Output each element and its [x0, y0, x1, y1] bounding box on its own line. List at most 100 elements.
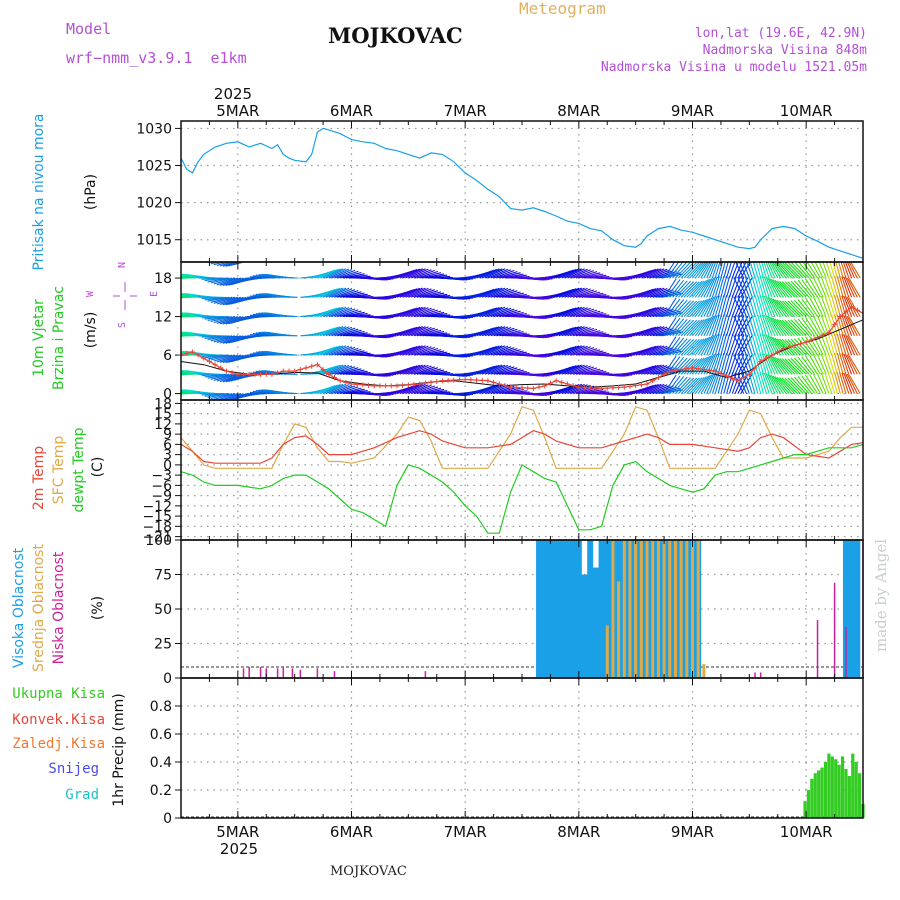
wind-barb — [484, 364, 506, 375]
wind-barb — [275, 353, 298, 356]
wind-speed-marker — [411, 381, 417, 387]
wind-barb — [741, 353, 750, 375]
wind-barb — [556, 250, 576, 259]
wind-barb — [275, 334, 298, 337]
wind-barb — [704, 239, 714, 259]
wind-barb — [714, 295, 723, 317]
footer-station: MOJKOVAC — [330, 864, 407, 879]
wind-barb — [784, 281, 801, 298]
wind-barb — [406, 250, 426, 259]
y-tick-label: 1020 — [136, 196, 172, 212]
wind-barb — [413, 385, 435, 395]
wind-barb — [774, 376, 790, 394]
wind-barb — [751, 295, 759, 317]
wind-barb — [728, 262, 736, 279]
wind-barb — [508, 257, 530, 259]
wind-barb — [652, 327, 674, 337]
wind-barb — [812, 296, 824, 317]
wind-barb — [337, 270, 359, 279]
wind-barb — [758, 262, 765, 279]
wind-barb — [769, 355, 782, 375]
wind-barb — [653, 251, 674, 258]
wind-barb — [765, 373, 776, 394]
wind-barb — [413, 346, 435, 356]
wind-barb — [403, 250, 423, 259]
precip-legend-item: Snijeg — [48, 761, 99, 777]
wind-barb — [843, 334, 853, 356]
wind-barb — [331, 288, 353, 298]
wind-barb — [816, 276, 827, 298]
precip-bar — [837, 764, 841, 818]
wind-barb — [474, 251, 495, 259]
wind-barb — [836, 295, 844, 317]
wind-barb — [394, 251, 415, 259]
precip-bar — [857, 773, 862, 818]
wind-barb — [422, 273, 445, 279]
wind-barb — [564, 306, 585, 318]
wind-barb — [737, 335, 749, 356]
wind-barb — [771, 240, 783, 258]
cloud-bar — [639, 540, 643, 678]
wind-barb — [818, 262, 827, 279]
wind-speed-marker — [275, 370, 281, 376]
wind-speed-marker — [559, 379, 565, 385]
compass-rose: N W E S — [85, 262, 160, 328]
wind-barb — [488, 250, 508, 259]
wind-barb — [275, 276, 298, 279]
wind-barb — [775, 242, 789, 259]
wind-barb — [216, 335, 238, 344]
wind-barb — [501, 388, 524, 395]
wind-barb — [638, 345, 659, 356]
wind-barb — [703, 296, 715, 317]
wind-barb — [213, 262, 226, 266]
wind-barb — [204, 335, 227, 339]
wind-speed-marker — [354, 381, 360, 387]
wind-barb — [787, 281, 804, 298]
wind-speed-marker — [258, 371, 264, 377]
wind-barb — [842, 262, 850, 279]
wind-speed-marker — [229, 370, 235, 376]
wind-barb — [579, 254, 600, 259]
cloud-bar — [668, 540, 672, 678]
wind-barb — [706, 334, 717, 356]
wind-barb — [413, 289, 435, 298]
wind-barb — [841, 276, 850, 298]
wind-barb — [737, 334, 748, 356]
sfc-temp-line — [180, 406, 863, 469]
wind-barb — [437, 259, 459, 260]
wind-barb — [561, 306, 582, 318]
wind-barb — [703, 354, 715, 375]
wind-barb — [680, 377, 698, 394]
wind-speed-marker — [667, 368, 673, 374]
wind-barb — [692, 299, 707, 317]
wind-barb — [303, 256, 325, 259]
wind-barb — [207, 277, 230, 283]
wind-speed-marker — [610, 385, 616, 391]
wind-speed-marker — [621, 384, 627, 390]
wind-barb — [408, 268, 429, 279]
wind-barb — [801, 375, 816, 394]
wind-speed-marker — [269, 371, 275, 377]
wind-speed-marker — [366, 382, 372, 388]
wind-barb — [632, 288, 654, 298]
wind-barb — [842, 238, 849, 259]
wind-barb — [781, 377, 798, 394]
wind-barb — [784, 358, 801, 375]
wind-barb — [339, 291, 362, 298]
wind-barb — [759, 295, 767, 317]
wind-barb — [553, 251, 573, 259]
wind-speed-marker — [303, 365, 309, 371]
cloud-bar — [282, 666, 285, 678]
wind-barb — [210, 373, 233, 380]
wind-barb — [793, 376, 810, 394]
wind-speed-marker — [377, 383, 383, 389]
precip-legend: Ukupna Kisa Konvek.Kisa Zaledj.Kisa Snijeg G… — [12, 686, 105, 803]
wind-barb — [337, 309, 359, 318]
model-name: wrf−nmm_v3.9.1 e1km — [66, 49, 247, 67]
wind-barb — [320, 250, 340, 259]
wind-barb — [567, 345, 588, 356]
y-tick-label: −3 — [151, 468, 172, 484]
precip-bar — [813, 773, 817, 818]
wind-barb — [204, 316, 227, 320]
